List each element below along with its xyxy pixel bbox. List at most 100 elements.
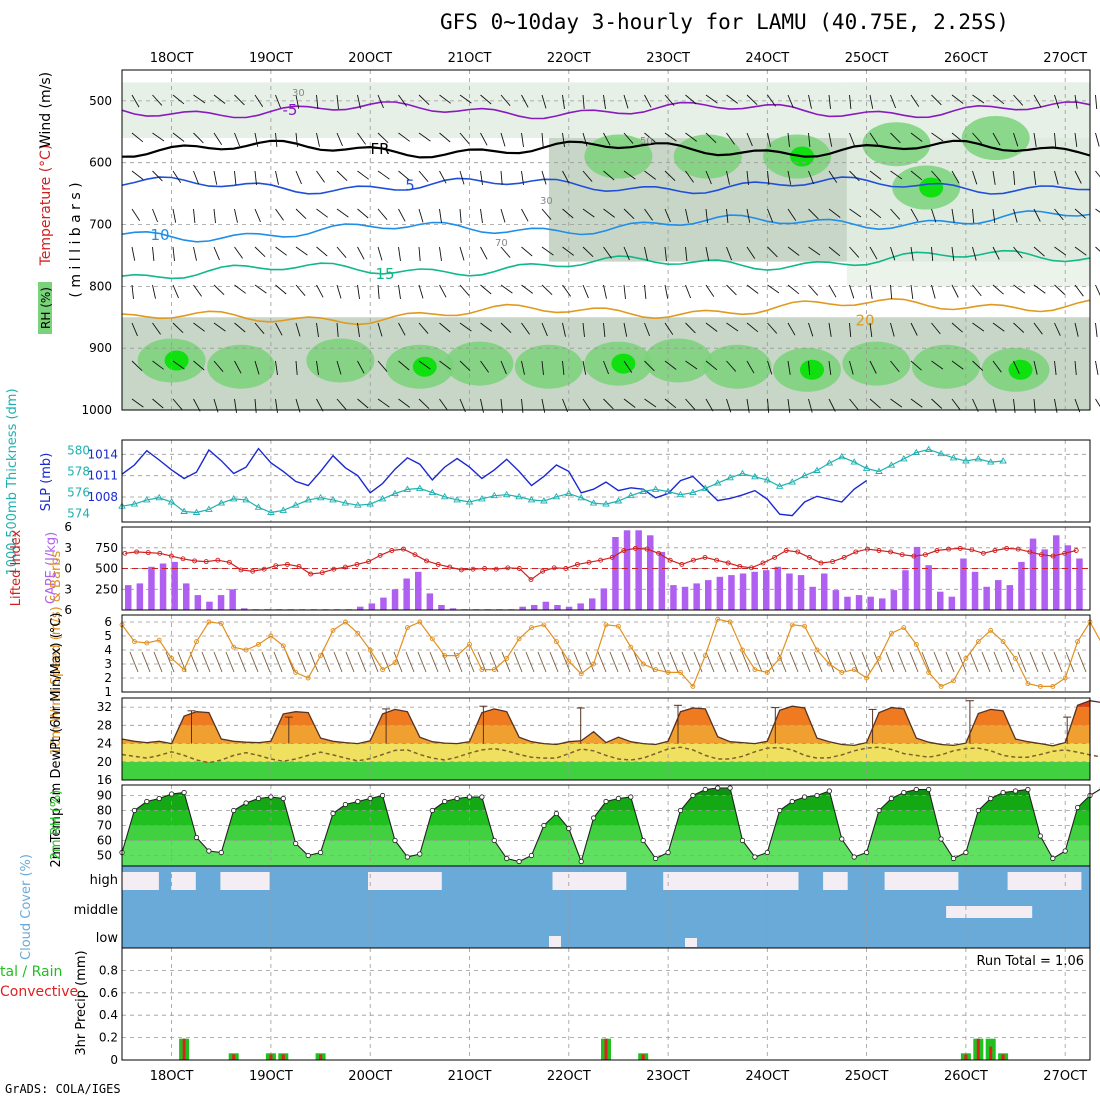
wind-speed-marker <box>752 667 758 673</box>
wind-barb <box>951 94 964 104</box>
cape-bar <box>728 575 735 610</box>
rh2m-marker <box>566 825 572 832</box>
cape-bar <box>960 558 967 610</box>
rh2m-marker <box>181 789 187 796</box>
wind-barb <box>439 208 442 223</box>
surface-wind-barb <box>573 651 583 673</box>
lifted-index-marker <box>598 557 604 563</box>
wind-speed-marker <box>963 655 969 661</box>
wind-barb <box>787 398 791 413</box>
thickness-marker <box>403 485 412 492</box>
thickness-marker <box>291 501 300 508</box>
rh2m-marker <box>342 801 348 808</box>
cloud-clear-high <box>220 872 270 890</box>
cape-bar <box>623 530 631 610</box>
wind-barb <box>418 132 431 142</box>
rh2m-marker <box>442 798 448 805</box>
wind-speed-marker <box>1000 639 1006 645</box>
surface-wind-barb <box>1017 651 1027 673</box>
wind-barb <box>480 284 492 295</box>
wind-barb <box>992 208 996 223</box>
cloud-clear-low <box>685 938 697 947</box>
wind-barb <box>295 208 307 220</box>
lifted-index-marker <box>203 559 209 565</box>
wind-barb <box>275 284 287 295</box>
rh2m-marker <box>1075 804 1081 811</box>
lifted-index-marker <box>632 545 638 551</box>
wind-speed-marker <box>777 655 783 661</box>
thickness-marker <box>167 498 176 505</box>
wind-barb <box>1013 94 1024 106</box>
wind-barb <box>459 322 472 332</box>
y-tick-label-cape: 500 <box>95 562 118 576</box>
wind-barb <box>1013 398 1016 413</box>
wind-barb <box>131 360 143 372</box>
surface-wind-barb <box>465 651 475 673</box>
wind-barb <box>972 246 977 261</box>
wind-barb <box>828 246 841 257</box>
lifted-index-marker <box>1004 545 1010 551</box>
wind-barb <box>787 284 800 295</box>
lifted-index-marker <box>482 566 488 571</box>
wind-barb <box>746 170 749 185</box>
lifted-index-marker <box>772 554 778 560</box>
wind-barb <box>705 170 712 185</box>
temp-band <box>122 707 1090 726</box>
thickness-marker <box>738 469 747 477</box>
y-axis-label-rh2m: 2m RH (%) <box>49 790 64 861</box>
isotherm-2 <box>121 176 1091 195</box>
wind-barb <box>767 208 774 223</box>
thickness-marker <box>701 484 710 491</box>
surface-wind-barb <box>489 651 499 673</box>
wind-barb <box>500 208 506 223</box>
wind-speed-marker <box>678 669 683 675</box>
rh2m-marker <box>888 795 895 802</box>
wind-barb <box>685 322 696 334</box>
wind-barb <box>849 246 860 258</box>
wind-barb <box>767 322 778 334</box>
wind-barb <box>1033 398 1036 413</box>
wind-barb <box>336 208 349 218</box>
rh2m-marker <box>789 798 795 805</box>
cape-bar <box>554 605 561 610</box>
thickness-marker <box>912 448 921 456</box>
wind-barb <box>787 360 791 375</box>
rh-contour-label: 30 <box>292 88 305 99</box>
precip-convective-bar <box>964 1054 968 1060</box>
wind-barb <box>172 398 183 410</box>
wind-barb <box>603 360 610 375</box>
wind-barb <box>521 360 525 375</box>
rh-blob-high <box>862 122 931 167</box>
wind-barb <box>336 284 342 299</box>
cape-bar <box>948 596 956 610</box>
precip-legend-convective: Convective <box>0 984 78 1000</box>
wind-barb <box>951 284 959 298</box>
cape-bar <box>797 575 805 610</box>
rh2m-marker <box>1012 788 1019 794</box>
lifted-index-marker <box>366 559 372 565</box>
wind-barb <box>131 94 140 108</box>
wind-barb <box>480 94 492 105</box>
surface-wind-barb <box>801 651 811 673</box>
cape-bar <box>415 571 422 610</box>
wind-barb <box>787 322 796 336</box>
wind-barb <box>275 170 279 185</box>
wind-barb <box>1033 132 1037 147</box>
dewpt-line <box>121 746 1100 764</box>
cape-bar <box>612 537 619 610</box>
wind-barb <box>644 398 657 408</box>
wind-barb <box>1033 360 1038 375</box>
wind-barb <box>418 170 429 182</box>
wind-barb <box>480 170 483 185</box>
precip-convective-bar <box>319 1054 323 1060</box>
wind-barb <box>357 208 369 219</box>
cape-bar <box>542 601 550 610</box>
wind-barb <box>1074 132 1078 147</box>
lifted-index-marker <box>180 556 186 562</box>
thickness-marker <box>577 493 585 501</box>
thickness-marker <box>378 495 387 502</box>
thickness-marker <box>229 495 238 502</box>
x-tick-label-top: 19OCT <box>249 51 293 66</box>
rh2m-marker <box>739 837 746 844</box>
wind-barb <box>193 246 197 261</box>
